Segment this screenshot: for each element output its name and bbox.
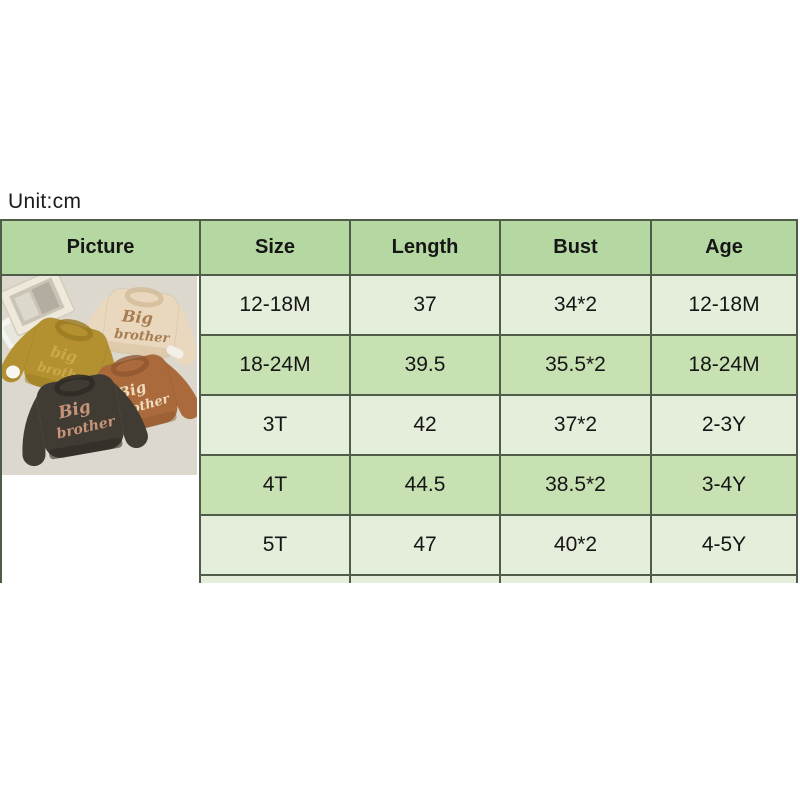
length-cell: 44.5 [349,454,501,516]
size-cell: 4T [199,454,351,516]
size-cell: 5T [199,514,351,576]
embroidery-text: big [49,342,79,366]
length-cell: 37 [349,274,501,336]
embroidery-text: brother [114,327,171,347]
decor-capsule [166,345,184,359]
col-header-length: Length [349,219,501,276]
decor-ball [6,365,20,379]
col-header-age: Age [650,219,798,276]
partial-cell [199,574,351,583]
clipped-row [1,574,798,583]
col-header-bust: Bust [499,219,652,276]
age-cell: 2-3Y [650,394,798,456]
age-cell: 12-18M [650,274,798,336]
header-row: Picture Size Length Bust Age [0,219,798,276]
embroidery-text: Big [120,306,153,328]
length-cell: 42 [349,394,501,456]
bust-cell: 38.5*2 [499,454,652,516]
col-header-size: Size [199,219,351,276]
age-cell: 4-5Y [650,514,798,576]
size-chart-table-container: Picture Size Length Bust Age [0,219,798,583]
age-cell: 18-24M [650,334,798,396]
length-cell: 39.5 [349,334,501,396]
partial-cell [499,574,652,583]
partial-cell [349,574,501,583]
bust-cell: 40*2 [499,514,652,576]
bust-cell: 37*2 [499,394,652,456]
col-header-picture: Picture [0,219,201,276]
charcoal-sweater: Big brother [22,373,148,467]
size-cell: 12-18M [199,274,351,336]
bust-cell: 34*2 [499,274,652,336]
table-row: 18-24M 39.5 35.5*2 18-24M [1,334,798,396]
table-row: 5T 47 40*2 4-5Y [1,514,798,576]
size-cell: 18-24M [199,334,351,396]
table-row: 3T 42 37*2 2-3Y [1,394,798,456]
unit-label: Unit:cm [8,190,82,213]
table-row: 4T 44.5 38.5*2 3-4Y [1,454,798,516]
length-cell: 47 [349,514,501,576]
size-chart-table: Picture Size Length Bust Age [0,219,798,583]
age-cell: 3-4Y [650,454,798,516]
product-photo-cell: Big brother big broth [0,274,201,583]
product-photo: Big brother big broth [3,277,197,475]
partial-cell [650,574,798,583]
table-row: Big brother big broth [0,274,798,583]
bust-cell: 35.5*2 [499,334,652,396]
size-cell: 3T [199,394,351,456]
